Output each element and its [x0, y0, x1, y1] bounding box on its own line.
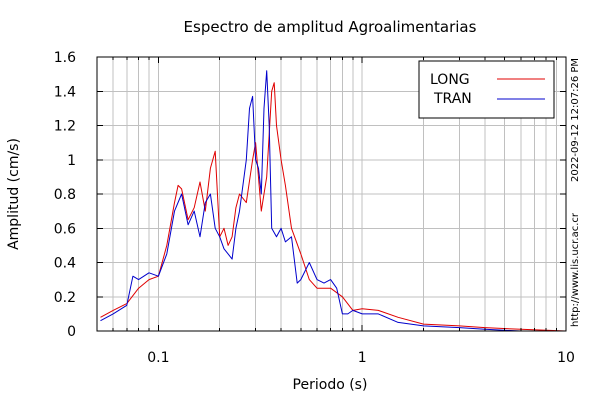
y-axis-label: Amplitud (cm/s) — [6, 138, 22, 250]
x-tick-label: 10 — [557, 350, 575, 366]
legend-box — [418, 60, 555, 119]
y-tick-label: 1 — [67, 153, 76, 169]
y-tick-label: 1.2 — [54, 119, 76, 135]
legend-label-tran: TRAN — [433, 91, 472, 107]
series-line-long — [100, 82, 567, 332]
series-line-tran — [100, 70, 566, 332]
y-tick-label: 0.8 — [54, 187, 76, 203]
url-label: http://www.lis.ucr.ac.cr — [570, 212, 581, 327]
chart-title: Espectro de amplitud Agroalimentarias — [184, 18, 477, 36]
x-axis-label: Periodo (s) — [293, 377, 368, 393]
x-tick-label: 1 — [358, 350, 367, 366]
series-lines — [100, 70, 567, 332]
legend: LONG TRAN — [418, 60, 555, 119]
x-tick-label: 0.1 — [147, 350, 169, 366]
y-tick-label: 0.6 — [54, 221, 76, 237]
y-tick-label: 1.6 — [54, 50, 76, 66]
y-tick-label: 0 — [67, 324, 76, 340]
y-tick-label: 0.2 — [54, 290, 76, 306]
y-axis-ticks: 0 0.2 0.4 0.6 0.8 1 1.2 1.4 1.6 — [54, 50, 566, 340]
y-tick-label: 0.4 — [54, 256, 76, 272]
timestamp-label: 2022-09-12 12:07:26 PM — [570, 58, 581, 182]
y-tick-label: 1.4 — [54, 84, 76, 100]
x-axis-ticks: 0.1 1 10 — [96, 57, 575, 366]
legend-label-long: LONG — [430, 72, 470, 88]
